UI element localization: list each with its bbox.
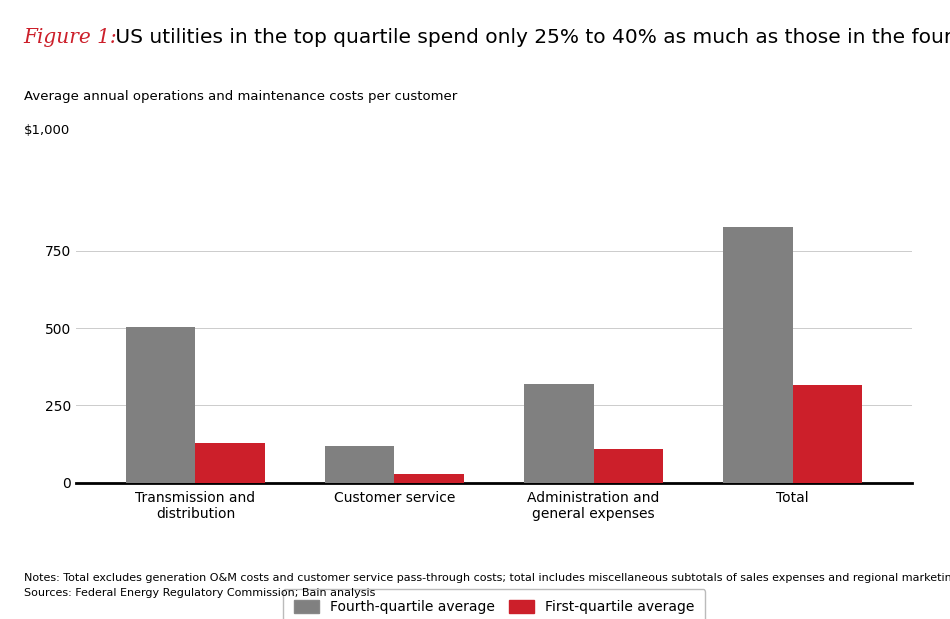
- Legend: Fourth-quartile average, First-quartile average: Fourth-quartile average, First-quartile …: [283, 589, 705, 619]
- Bar: [594, 449, 663, 483]
- Bar: [325, 446, 394, 483]
- Text: US utilities in the top quartile spend only 25% to 40% as much as those in the f: US utilities in the top quartile spend o…: [109, 28, 950, 47]
- Bar: [723, 227, 792, 483]
- Bar: [196, 443, 265, 483]
- Bar: [394, 474, 465, 483]
- Text: $1,000: $1,000: [24, 124, 70, 137]
- Bar: [523, 384, 594, 483]
- Text: Notes: Total excludes generation O&M costs and customer service pass-through cos: Notes: Total excludes generation O&M cos…: [24, 573, 950, 582]
- Bar: [125, 327, 196, 483]
- Text: Figure 1:: Figure 1:: [24, 28, 118, 47]
- Text: Sources: Federal Energy Regulatory Commission; Bain analysis: Sources: Federal Energy Regulatory Commi…: [24, 588, 375, 598]
- Bar: [792, 385, 863, 483]
- Text: Average annual operations and maintenance costs per customer: Average annual operations and maintenanc…: [24, 90, 457, 103]
